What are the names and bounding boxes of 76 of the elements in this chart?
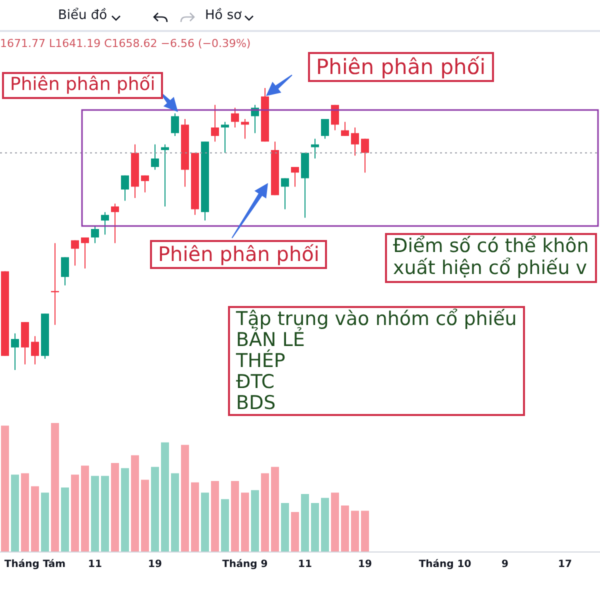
bar bbox=[71, 474, 79, 552]
bar bbox=[151, 466, 159, 552]
bar bbox=[111, 462, 119, 552]
bar bbox=[21, 473, 29, 552]
candlestick bbox=[11, 332, 19, 370]
candlestick bbox=[71, 240, 79, 266]
annotation: Phiên phân phối bbox=[150, 240, 328, 269]
candlestick bbox=[231, 107, 239, 128]
candlestick bbox=[171, 112, 179, 136]
bar bbox=[181, 444, 189, 552]
bar bbox=[51, 423, 59, 552]
x-tick-label: Tháng 10 bbox=[418, 559, 472, 570]
bar bbox=[221, 499, 229, 552]
candlestick bbox=[81, 236, 89, 269]
candlestick bbox=[341, 121, 349, 136]
text: Hồ sơ bbox=[205, 8, 242, 24]
bar bbox=[11, 474, 19, 552]
candlestick bbox=[101, 212, 109, 236]
x-tick-label: 19 bbox=[148, 559, 162, 570]
bar bbox=[121, 468, 129, 552]
x-tick-label: 19 bbox=[358, 559, 372, 570]
candlestick bbox=[221, 121, 229, 154]
candlestick bbox=[211, 104, 219, 142]
candlestick bbox=[91, 226, 99, 244]
text: Phiên phân phối bbox=[308, 52, 494, 82]
candlestick bbox=[291, 166, 299, 188]
candlestick bbox=[111, 203, 119, 244]
bar bbox=[91, 476, 99, 552]
bar bbox=[271, 466, 279, 552]
annotation: Tập trung vào nhóm cổ phiếu BẢN LẺ THÉP ĐTC BDS bbox=[228, 306, 525, 416]
bar bbox=[331, 492, 339, 552]
bar bbox=[251, 490, 259, 552]
bar bbox=[141, 480, 149, 552]
bar bbox=[211, 481, 219, 552]
bar bbox=[291, 512, 299, 552]
candlestick bbox=[161, 144, 169, 207]
candlestick bbox=[31, 336, 39, 365]
candlestick bbox=[321, 118, 329, 140]
x-tick-label: 11 bbox=[298, 559, 312, 570]
bar bbox=[321, 498, 329, 552]
bar bbox=[241, 492, 249, 552]
bar bbox=[261, 473, 269, 552]
bar bbox=[31, 486, 39, 552]
bar bbox=[341, 506, 349, 552]
candlestick bbox=[361, 138, 369, 174]
text: 1671.77 L1641.19 C1658.62 −6.56 (−0.39%) bbox=[0, 37, 251, 51]
bar bbox=[281, 502, 289, 552]
bar bbox=[231, 481, 239, 552]
bar bbox=[61, 488, 69, 552]
bar bbox=[41, 492, 49, 552]
bar bbox=[161, 442, 169, 552]
bar bbox=[351, 510, 359, 552]
bar bbox=[201, 492, 209, 552]
x-tick-label: 11 bbox=[88, 559, 102, 570]
bar bbox=[171, 473, 179, 552]
bar bbox=[191, 482, 199, 552]
text: Biểu đồ bbox=[58, 8, 108, 24]
bar bbox=[311, 502, 319, 552]
annotation: Điểm số có thể khôn xuất hiện cổ phiếu v bbox=[385, 233, 597, 283]
bar bbox=[1, 426, 9, 552]
x-tick-label: 17 bbox=[558, 559, 572, 570]
candlestick bbox=[281, 178, 289, 210]
bar bbox=[131, 455, 139, 552]
bar bbox=[81, 466, 89, 552]
bar bbox=[301, 494, 309, 552]
annotation: Phiên phân phối bbox=[2, 72, 164, 99]
candlestick bbox=[151, 144, 159, 170]
candlestick bbox=[121, 174, 129, 202]
candlestick bbox=[141, 174, 149, 193]
bar bbox=[101, 476, 109, 552]
candlestick bbox=[351, 126, 359, 156]
x-tick-label: 9 bbox=[502, 559, 509, 570]
bar bbox=[361, 510, 369, 552]
candlestick bbox=[61, 256, 69, 286]
x-tick-label: Tháng 9 bbox=[222, 559, 268, 570]
x-tick-label: Tháng Tám bbox=[4, 559, 66, 570]
